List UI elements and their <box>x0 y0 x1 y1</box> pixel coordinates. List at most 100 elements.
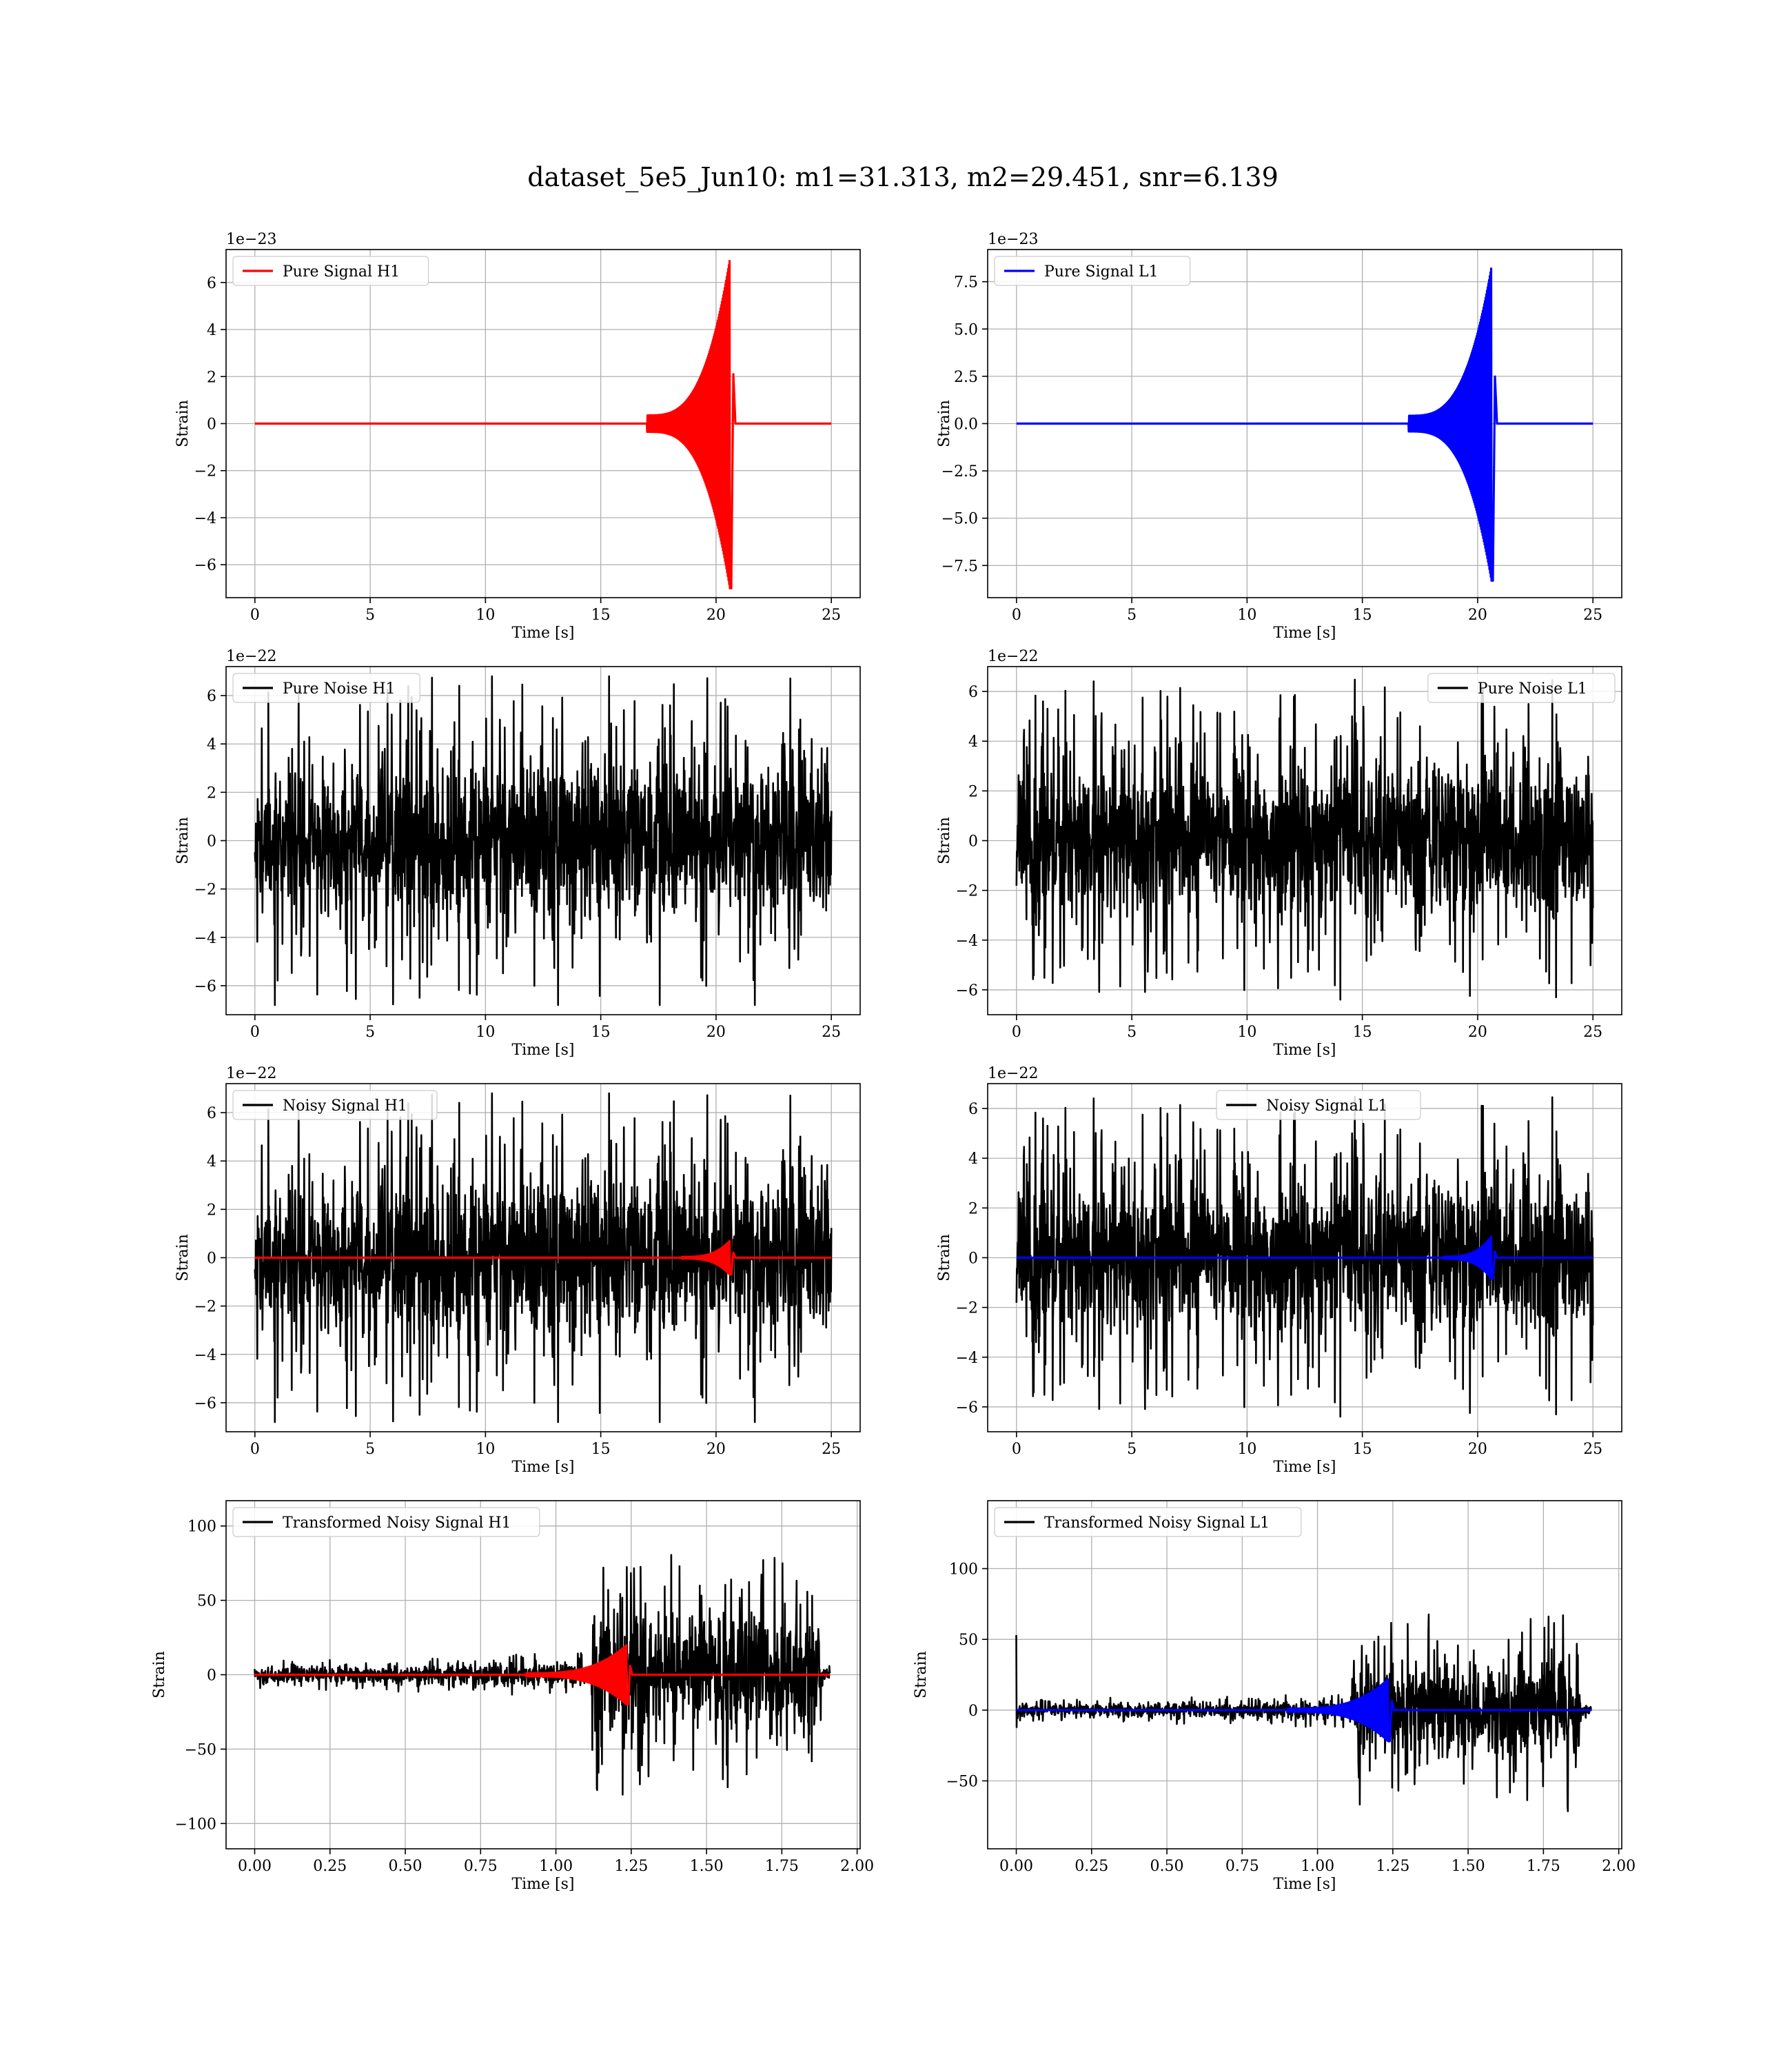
y-tick-label: 6 <box>968 684 978 701</box>
y-tick-label: 0 <box>207 1250 216 1268</box>
y-offset-text: 1e−23 <box>226 231 276 248</box>
x-tick-label: 5 <box>1127 1441 1137 1458</box>
x-tick-label: 5 <box>1127 607 1137 624</box>
y-offset-text: 1e−22 <box>226 1065 276 1082</box>
y-tick-label: 0 <box>968 1703 978 1720</box>
y-axis-label: Strain <box>174 1234 192 1281</box>
x-axis-label: Time [s] <box>1273 1459 1336 1476</box>
legend-label: Transformed Noisy Signal H1 <box>283 1514 511 1532</box>
y-tick-label: 0 <box>207 416 216 434</box>
y-tick-label: −4 <box>194 930 216 947</box>
y-tick-label: 0 <box>968 1250 978 1268</box>
y-tick-label: 6 <box>207 688 216 705</box>
x-tick-label: 1.00 <box>539 1858 573 1875</box>
x-tick-label: 1.25 <box>1376 1858 1409 1875</box>
legend-label: Transformed Noisy Signal L1 <box>1044 1514 1270 1532</box>
y-tick-label: −2 <box>956 883 978 900</box>
y-tick-label: 4 <box>207 322 216 339</box>
plot-area <box>254 675 833 1006</box>
x-tick-label: 0 <box>1012 1024 1021 1041</box>
x-tick-label: 0 <box>250 607 260 624</box>
x-tick-label: 10 <box>476 1024 495 1041</box>
legend: Transformed Noisy Signal L1 <box>994 1507 1302 1537</box>
legend-label: Pure Signal L1 <box>1044 263 1159 281</box>
plot-area <box>1015 678 1594 1001</box>
x-tick-label: 0.00 <box>999 1858 1033 1875</box>
y-tick-label: 0.0 <box>954 416 978 434</box>
y-tick-label: −100 <box>175 1816 216 1833</box>
series-line-1 <box>1016 267 1594 582</box>
plot-area <box>1016 267 1594 582</box>
legend: Pure Noise L1 <box>1427 673 1616 703</box>
x-tick-label: 25 <box>1583 1441 1602 1458</box>
y-tick-label: 4 <box>207 736 216 753</box>
y-tick-label: 0 <box>968 833 978 851</box>
x-tick-label: 0 <box>1012 1441 1021 1458</box>
legend-label: Noisy Signal H1 <box>283 1097 407 1115</box>
x-tick-label: 25 <box>822 607 841 624</box>
plot-area <box>254 260 832 589</box>
x-axis-label: Time [s] <box>511 625 574 642</box>
y-offset-text: 1e−22 <box>988 1065 1038 1082</box>
y-tick-label: 6 <box>207 275 216 292</box>
y-axis-label: Strain <box>151 1651 168 1699</box>
y-tick-label: −2.5 <box>941 463 978 480</box>
y-offset-text: 1e−22 <box>226 648 276 665</box>
y-tick-label: 4 <box>207 1153 216 1170</box>
x-tick-label: 20 <box>706 607 726 624</box>
x-tick-label: 10 <box>1237 1441 1256 1458</box>
x-tick-label: 1.75 <box>765 1858 799 1875</box>
series-line-1 <box>1015 678 1594 1001</box>
y-tick-label: −50 <box>946 1773 978 1790</box>
legend: Noisy Signal H1 <box>232 1090 438 1120</box>
y-axis-label: Strain <box>936 400 953 447</box>
legend-label: Pure Noise L1 <box>1478 680 1587 698</box>
x-tick-label: 10 <box>476 1441 495 1458</box>
y-axis-label: Strain <box>174 817 192 864</box>
y-tick-label: 5.0 <box>954 321 978 338</box>
x-tick-label: 15 <box>591 607 611 624</box>
legend: Pure Signal H1 <box>232 256 429 286</box>
y-tick-label: 100 <box>949 1561 978 1579</box>
y-tick-label: 50 <box>197 1593 216 1610</box>
plot-area <box>1015 1095 1594 1418</box>
plot-area <box>254 1092 833 1423</box>
y-tick-label: −6 <box>194 557 216 574</box>
x-tick-label: 10 <box>476 607 495 624</box>
x-axis-label: Time [s] <box>511 1459 574 1476</box>
y-tick-label: −4 <box>194 510 216 527</box>
x-tick-label: 0.25 <box>313 1858 347 1875</box>
subplot-transformed-noisy-signal-h1: 0.00 0.25 0.50 0.75 1.00 1.25 1.50 1.75 2.00 100 5… <box>151 1500 874 1893</box>
x-tick-label: 0.75 <box>464 1858 498 1875</box>
plot-area <box>1015 1613 1593 1812</box>
legend-label: Noisy Signal L1 <box>1266 1097 1387 1115</box>
series-line-1 <box>254 260 832 589</box>
y-axis-label: Strain <box>936 817 953 864</box>
y-tick-label: 50 <box>959 1632 978 1649</box>
x-tick-label: 20 <box>1468 1024 1487 1041</box>
subplot-transformed-noisy-signal-l1: 0.00 0.25 0.50 0.75 1.00 1.25 1.50 1.75 2.00 100 5… <box>913 1500 1636 1893</box>
x-tick-label: 5 <box>365 1024 375 1041</box>
y-tick-label: 0 <box>207 833 216 851</box>
legend: Noisy Signal L1 <box>1216 1090 1421 1120</box>
series-line-2 <box>1016 1235 1594 1280</box>
y-axis-label: Strain <box>174 400 192 447</box>
y-offset-text: 1e−23 <box>988 231 1038 248</box>
legend-label: Pure Signal H1 <box>283 263 400 281</box>
legend-box <box>232 256 429 286</box>
x-tick-label: 25 <box>822 1441 841 1458</box>
x-tick-label: 0 <box>1012 607 1021 624</box>
y-tick-label: 4 <box>968 733 978 751</box>
y-tick-label: 2 <box>968 1200 978 1217</box>
x-tick-label: 20 <box>706 1024 726 1041</box>
y-tick-label: −50 <box>185 1741 216 1758</box>
y-tick-label: −4 <box>956 933 978 950</box>
series-line-1 <box>254 1092 833 1423</box>
legend: Transformed Noisy Signal H1 <box>232 1507 540 1537</box>
x-axis-label: Time [s] <box>1273 1876 1336 1893</box>
